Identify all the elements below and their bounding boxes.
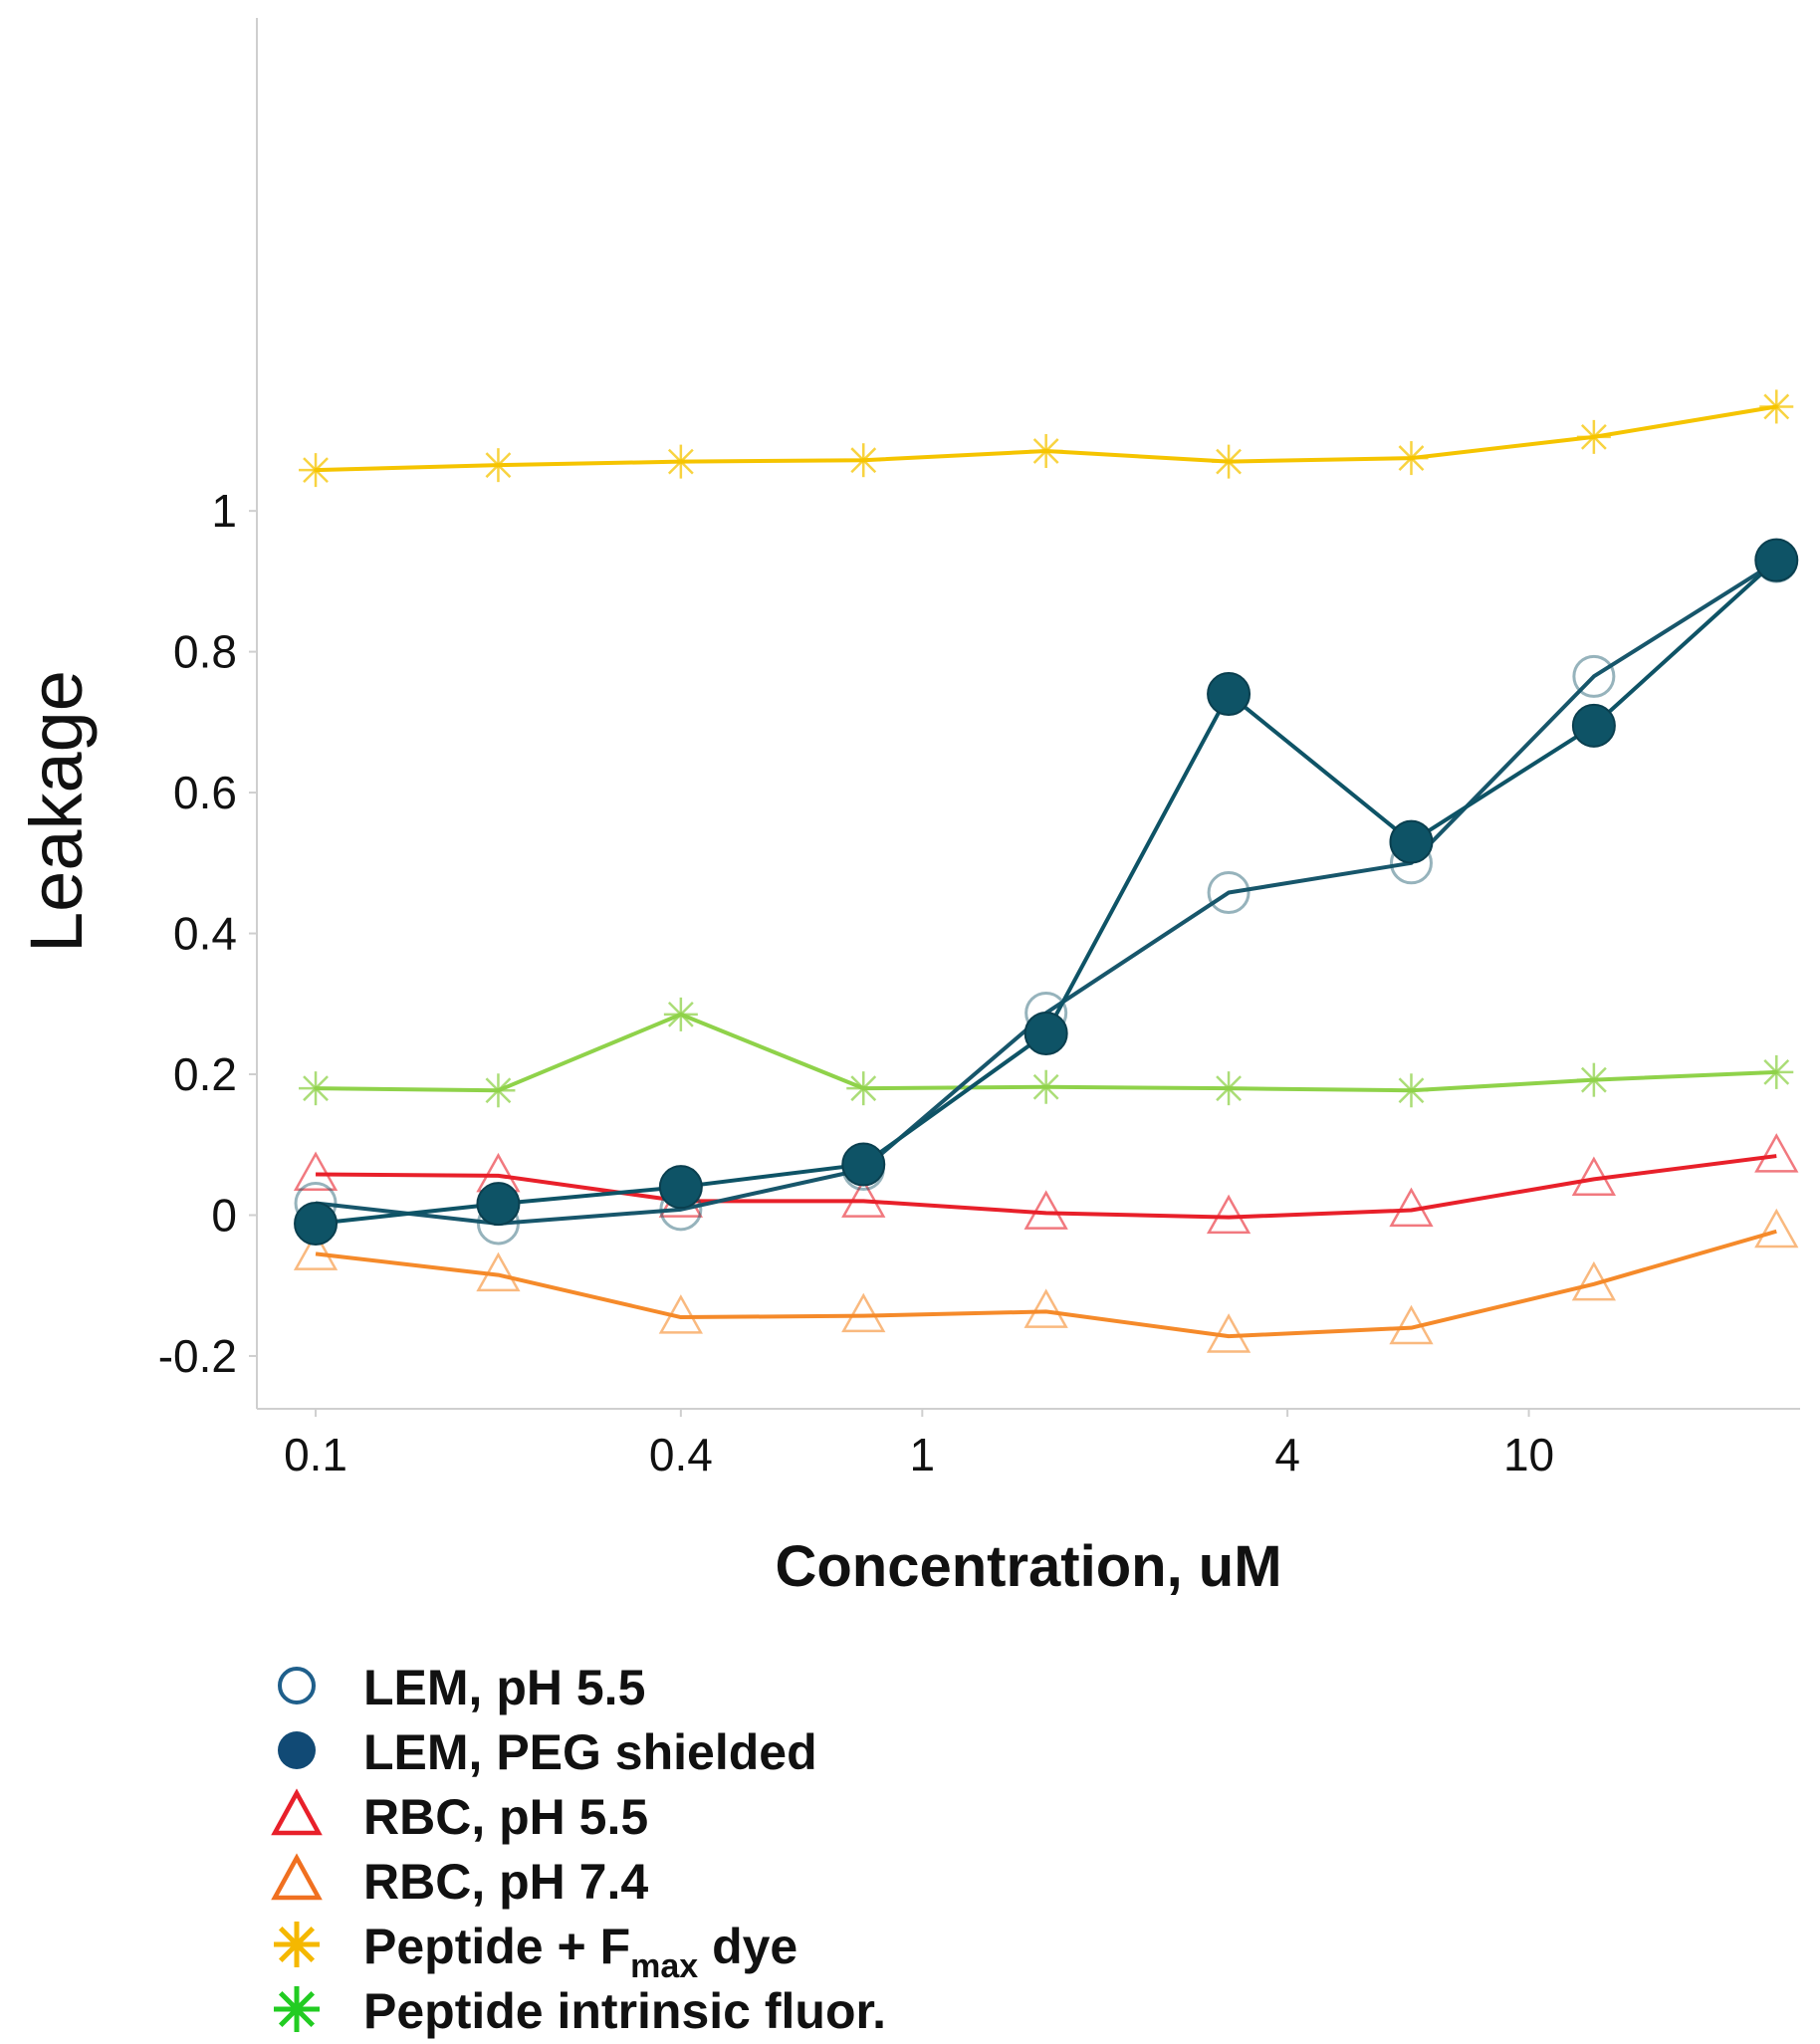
legend-label: RBC, pH 5.5 — [363, 1789, 648, 1845]
x-axis-ticks: 0.1 0.4 1 4 10 — [284, 1409, 1554, 1480]
data-point — [1754, 538, 1799, 582]
data-point — [1212, 1071, 1247, 1106]
data-point — [841, 1292, 886, 1333]
series-peptide-intrinsic-fluor — [299, 997, 1794, 1108]
legend-item: LEM, PEG shielded — [278, 1724, 817, 1780]
legend-swatch — [278, 1667, 316, 1704]
series-peptide-fmax-dye — [299, 389, 1794, 488]
data-point — [299, 453, 334, 488]
data-point — [663, 444, 698, 479]
data-point — [293, 1231, 339, 1270]
data-point — [1028, 1069, 1063, 1104]
data-point — [1024, 1288, 1068, 1328]
series-rbc-ph-5-5 — [293, 1133, 1799, 1235]
legend-item: LEM, pH 5.5 — [278, 1660, 645, 1715]
x-tick-label: 0.4 — [649, 1429, 713, 1480]
data-point — [1759, 389, 1794, 424]
data-point — [1206, 1313, 1251, 1353]
series-lem-ph-5-5 — [294, 540, 1798, 1246]
data-point — [1389, 819, 1434, 864]
data-point — [476, 1251, 521, 1292]
legend-item: Peptide + Fmax dye — [274, 1919, 797, 1985]
legend-item: RBC, pH 5.5 — [271, 1788, 648, 1845]
legend-label: LEM, pH 5.5 — [363, 1660, 645, 1715]
legend-swatch — [274, 1922, 320, 1967]
data-point — [1576, 1062, 1611, 1097]
data-point — [1572, 654, 1616, 698]
data-point — [294, 1201, 339, 1246]
data-point — [481, 448, 516, 483]
series-rbc-ph-7-4 — [293, 1208, 1799, 1353]
series-lem-peg-shielded — [294, 538, 1799, 1246]
data-point — [846, 1071, 881, 1106]
data-point — [841, 1178, 886, 1218]
series-line — [315, 560, 1778, 1226]
legend-swatch — [271, 1853, 323, 1901]
y-tick-label: 0 — [211, 1189, 237, 1241]
series-line — [315, 1229, 1777, 1339]
data-point — [1024, 1190, 1068, 1230]
data-point — [1206, 1194, 1251, 1235]
legend-swatch — [274, 1986, 320, 2032]
data-point — [1754, 1208, 1799, 1249]
data-point — [1571, 703, 1616, 748]
plot-area — [256, 18, 1800, 1410]
data-point — [1394, 441, 1429, 476]
data-point — [1576, 419, 1611, 454]
y-tick-label: 0.8 — [173, 626, 237, 678]
x-tick-label: 4 — [1274, 1429, 1300, 1480]
data-point — [476, 1182, 521, 1227]
data-point — [1207, 672, 1251, 717]
legend-label: LEM, PEG shielded — [363, 1724, 817, 1780]
data-point — [1571, 1156, 1617, 1196]
data-point — [1754, 1133, 1799, 1173]
legend-item: RBC, pH 7.4 — [271, 1853, 648, 1910]
legend: LEM, pH 5.5 LEM, PEG shielded RBC, pH 5.5 R… — [271, 1660, 886, 2039]
legend-item: Peptide intrinsic fluor. — [274, 1983, 886, 2039]
data-point — [293, 1151, 339, 1192]
data-point — [299, 1071, 334, 1106]
series-layer — [293, 389, 1799, 1353]
x-tick-label: 10 — [1503, 1429, 1554, 1480]
data-point — [846, 443, 881, 478]
legend-swatch — [278, 1731, 316, 1769]
y-tick-label: 0.2 — [173, 1048, 237, 1100]
data-point — [1759, 1054, 1794, 1089]
x-axis-title: Concentration, uM — [775, 1534, 1281, 1599]
data-point — [1571, 1260, 1617, 1301]
data-point — [1024, 1011, 1068, 1055]
data-point — [1389, 1304, 1434, 1345]
legend-label: RBC, pH 7.4 — [363, 1854, 648, 1910]
y-axis-ticks: -0.2 0 0.2 0.4 0.6 0.8 1 — [158, 485, 257, 1382]
data-point — [1389, 1187, 1434, 1228]
y-tick-label: 0.4 — [173, 908, 237, 960]
series-line — [316, 1154, 1777, 1220]
series-line — [315, 559, 1778, 1226]
data-point — [1207, 871, 1251, 915]
legend-label: Peptide + Fmax dye — [363, 1919, 797, 1985]
data-point — [658, 1294, 703, 1334]
data-point — [1394, 1073, 1429, 1108]
data-point — [658, 1165, 703, 1210]
data-point — [663, 997, 698, 1031]
x-tick-label: 0.1 — [284, 1429, 347, 1480]
data-point — [1212, 444, 1247, 479]
legend-label: Peptide intrinsic fluor. — [363, 1983, 886, 2039]
data-point — [481, 1073, 516, 1108]
y-tick-label: -0.2 — [158, 1330, 237, 1382]
data-point — [841, 1142, 886, 1187]
x-tick-label: 1 — [910, 1429, 936, 1480]
legend-swatch — [271, 1788, 323, 1836]
y-axis-title: Leakage — [15, 670, 98, 953]
y-tick-label: 1 — [211, 485, 237, 537]
y-tick-label: 0.6 — [173, 767, 237, 818]
data-point — [1028, 434, 1063, 469]
